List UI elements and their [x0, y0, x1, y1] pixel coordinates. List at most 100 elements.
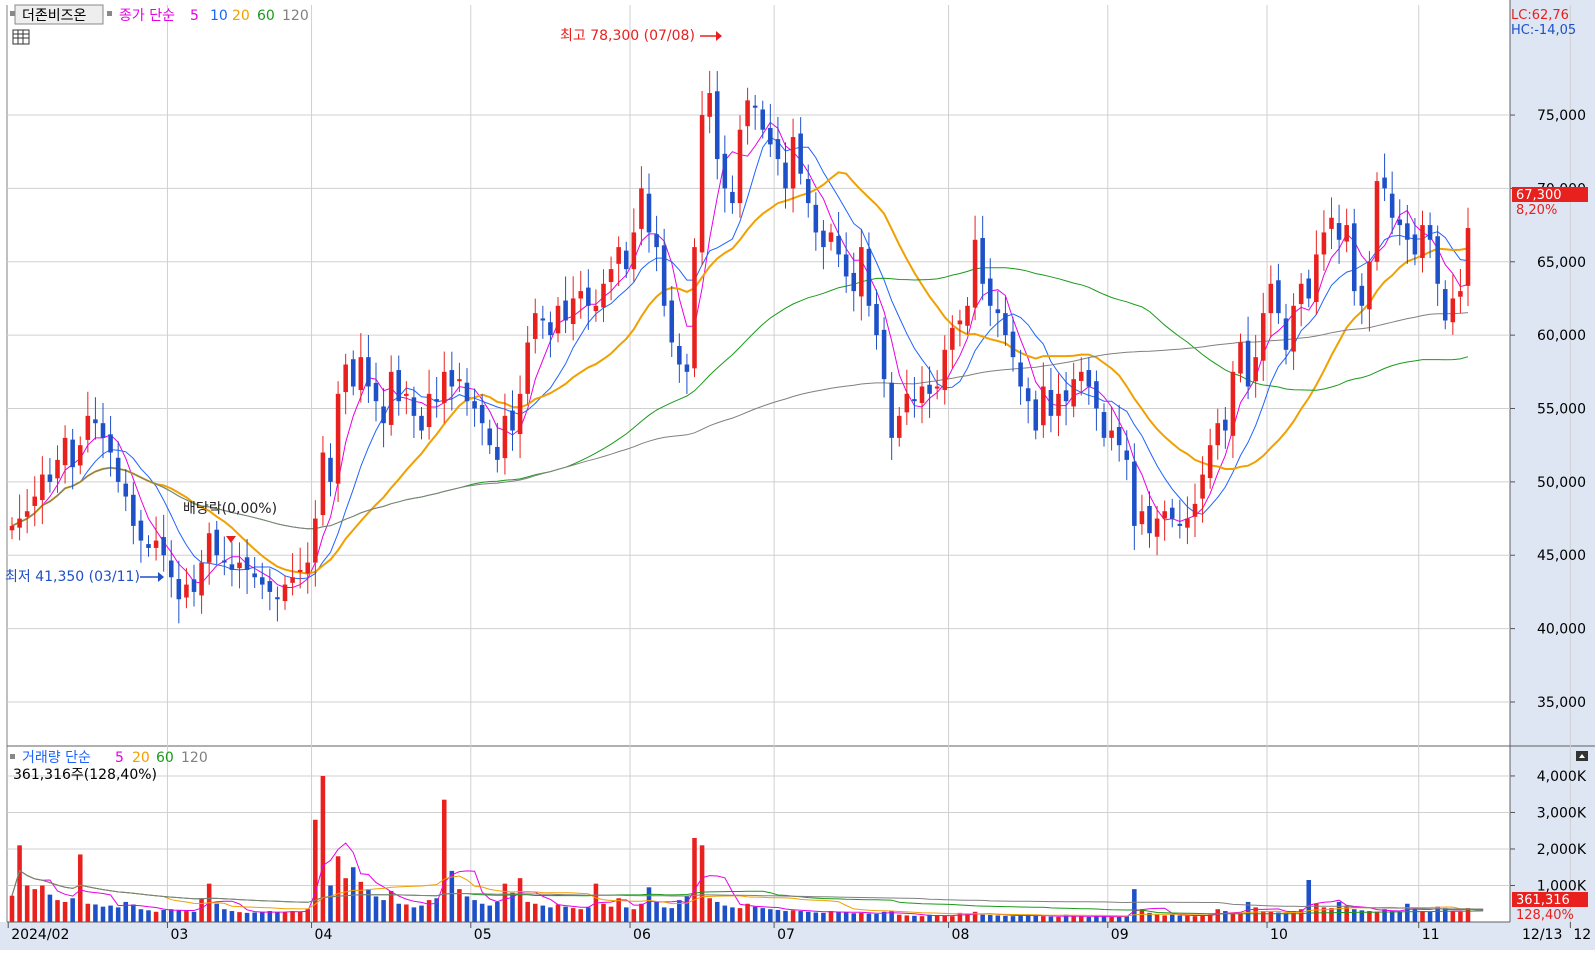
high-marker-arrowhead: [716, 31, 722, 41]
date-tick-label: 12: [1573, 927, 1591, 943]
ma-menu-icon[interactable]: [107, 11, 112, 16]
collapse-pane-icon[interactable]: [1576, 751, 1588, 761]
volume-ma-20-line: [11, 869, 1484, 917]
candle-body: [950, 327, 955, 350]
price-tick-label: 60,000: [1537, 328, 1586, 344]
candle-body: [1268, 283, 1274, 314]
candle-body: [161, 537, 166, 556]
candle-body: [1056, 393, 1061, 416]
volume-bar: [1465, 908, 1471, 922]
volume-bar: [889, 911, 894, 922]
candle-body: [972, 239, 978, 308]
candle-body: [1147, 505, 1152, 534]
volume-bar: [866, 913, 872, 922]
volume-bar: [1442, 908, 1448, 922]
volume-bar: [426, 900, 432, 922]
volume-bar: [699, 845, 705, 922]
candle-body: [366, 357, 371, 387]
candle-body: [343, 364, 348, 393]
candle-body: [874, 304, 879, 336]
volume-bar: [737, 908, 743, 922]
volume-bar: [1351, 909, 1357, 922]
candle-body: [669, 300, 675, 343]
date-tick-label: 06: [633, 927, 651, 943]
volume-bar: [843, 912, 849, 922]
candle-body: [1132, 461, 1137, 526]
candle-body: [290, 577, 295, 583]
candle-body: [965, 305, 970, 326]
candle-body: [775, 139, 781, 160]
volume-bar: [684, 896, 690, 922]
candle-body: [1420, 225, 1425, 258]
volume-bar: [1086, 916, 1092, 922]
vol-ma-period-60: 60: [156, 750, 174, 766]
price-tick-label: 65,000: [1537, 255, 1586, 271]
volume-bar: [813, 912, 819, 922]
candle-body: [1086, 370, 1092, 387]
volume-bar: [343, 878, 348, 922]
price-tick-label: 40,000: [1537, 622, 1586, 638]
volume-bar: [821, 912, 826, 922]
candle-body: [510, 410, 515, 431]
candle-body: [419, 415, 424, 431]
volume-bar: [146, 910, 151, 922]
stock-menu-icon[interactable]: [10, 11, 15, 16]
candle-body: [457, 379, 462, 382]
candle-body: [1109, 430, 1114, 438]
current-change: 8,20%: [1516, 203, 1557, 218]
volume-bar: [714, 901, 720, 922]
volume-bar: [980, 914, 985, 922]
volume-bar: [1147, 912, 1152, 922]
candle-body: [1397, 219, 1403, 226]
volume-bar: [1435, 906, 1440, 922]
current-volume: 361,316: [1516, 893, 1570, 908]
candle-body: [1230, 371, 1236, 436]
ma-label: 종가 단순: [119, 8, 175, 24]
volume-bar: [388, 890, 394, 922]
candle-body: [525, 342, 530, 394]
volume-bar: [677, 900, 682, 922]
price-tick-label: 55,000: [1537, 402, 1586, 418]
candle-body: [282, 584, 288, 602]
candle-body: [244, 557, 250, 570]
candle-body: [313, 518, 318, 563]
candle-body: [184, 584, 189, 598]
candle-body: [206, 533, 212, 563]
volume-bar: [1139, 909, 1145, 922]
candle-body: [1336, 223, 1342, 240]
volume-bar: [1223, 911, 1228, 922]
candle-body: [1374, 181, 1380, 262]
candle-body: [752, 105, 758, 108]
volume-bar: [661, 907, 667, 922]
volume-bar: [191, 911, 197, 922]
volume-menu-icon[interactable]: [10, 754, 15, 759]
candle-body: [1116, 427, 1122, 446]
volume-bar: [874, 913, 879, 922]
volume-bar: [1018, 914, 1023, 922]
volume-bar: [1056, 916, 1061, 922]
candle-body: [1215, 423, 1221, 446]
candle-body: [237, 562, 242, 569]
lc-readout: LC:62,76: [1511, 8, 1569, 23]
candle-body: [601, 283, 606, 308]
stock-name[interactable]: 더존비즈온: [22, 8, 87, 24]
candle-body: [176, 579, 182, 600]
high-marker-label: 최고 78,300 (07/08): [560, 28, 695, 44]
last-date-label: 12/13: [1522, 927, 1562, 943]
volume-bar: [138, 909, 144, 922]
price-axis-panel: [1510, 0, 1595, 950]
candle-body: [1018, 362, 1023, 387]
volume-bar: [1025, 915, 1031, 922]
candle-body: [881, 329, 887, 380]
volume-bar: [510, 892, 515, 922]
candle-body: [1139, 511, 1145, 525]
candle-body: [1177, 523, 1183, 526]
candle-body: [9, 525, 15, 531]
candle-body: [358, 357, 364, 391]
price-tick-label: 35,000: [1537, 695, 1586, 711]
table-grid-icon[interactable]: [12, 29, 30, 45]
candle-body: [199, 562, 204, 596]
volume-bar: [1344, 905, 1349, 922]
volume-bar: [115, 907, 121, 922]
candle-body: [843, 254, 849, 277]
